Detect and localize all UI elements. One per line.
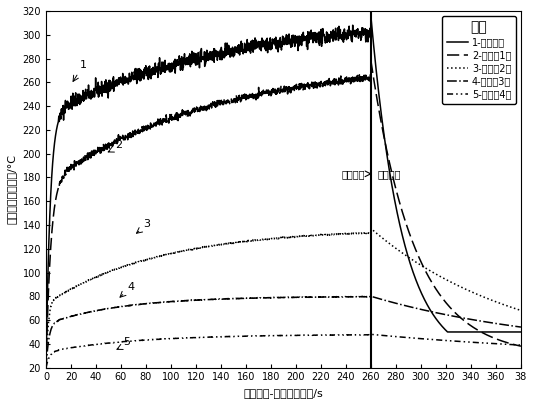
Legend: 1-干摩擦面, 2-热电偶1处, 3-热电偶2处, 4-热电偶3处, 5-热电偶4处: 1-干摩擦面, 2-热电偶1处, 3-热电偶2处, 4-热电偶3处, 5-热电偶… — [442, 16, 516, 104]
Text: 摩擦停止: 摩擦停止 — [377, 169, 400, 179]
Text: 5: 5 — [123, 337, 130, 347]
Text: 2: 2 — [115, 140, 122, 150]
X-axis label: 摩擦磨损-摩擦停止时间/s: 摩擦磨损-摩擦停止时间/s — [244, 388, 323, 398]
Text: 1: 1 — [80, 60, 87, 70]
Text: 摩擦磨损: 摩擦磨损 — [341, 169, 365, 179]
Text: 3: 3 — [144, 220, 151, 229]
Y-axis label: 干摩擦模拟温度场/°C: 干摩擦模拟温度场/°C — [7, 154, 17, 224]
Text: 4: 4 — [127, 282, 135, 292]
